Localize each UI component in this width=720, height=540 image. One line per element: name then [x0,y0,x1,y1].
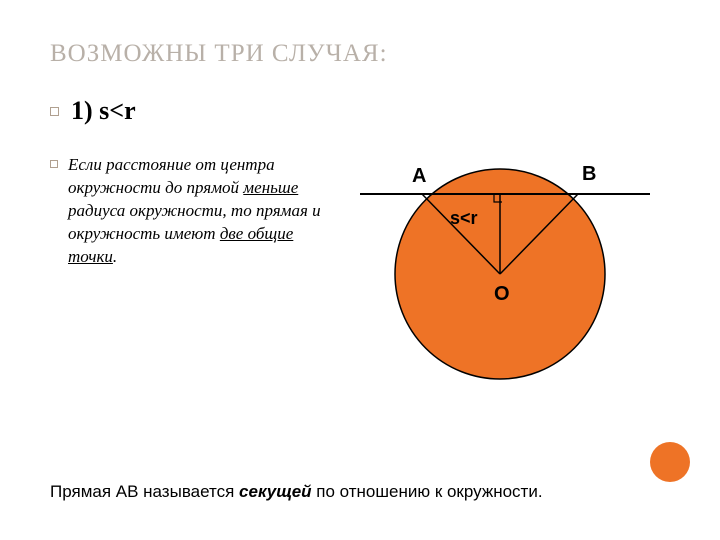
label-a: A [412,165,426,187]
text-fragment: по отношению к окружности. [312,482,543,501]
diagram-svg: A B O s<r [350,124,660,404]
body-row: Если расстояние от центра окружности до … [50,154,670,414]
circle-secant-diagram: A B O s<r [360,154,640,414]
slide-title: ВОЗМОЖНЫ ТРИ СЛУЧАЯ: [50,40,670,68]
case-number: 1) [71,96,93,126]
label-sr: s<r [450,208,478,228]
text-fragment: . [113,247,117,266]
case-expression: s<r [99,96,135,126]
decorative-circle-icon [650,442,690,482]
slide: ВОЗМОЖНЫ ТРИ СЛУЧАЯ: 1) s<r Если расстоя… [0,0,720,540]
description-text: Если расстояние от центра окружности до … [68,154,330,269]
label-o: O [494,283,510,305]
text-underline: меньше [243,178,298,197]
text-fragment: Прямая АВ называется [50,482,239,501]
bullet-icon [50,107,59,116]
bullet-icon [50,160,58,168]
description-paragraph: Если расстояние от центра окружности до … [50,154,330,269]
text-bold-italic: секущей [239,482,312,501]
footnote: Прямая АВ называется секущей по отношени… [50,482,670,502]
label-b: B [582,163,596,185]
case-heading: 1) s<r [50,96,670,126]
